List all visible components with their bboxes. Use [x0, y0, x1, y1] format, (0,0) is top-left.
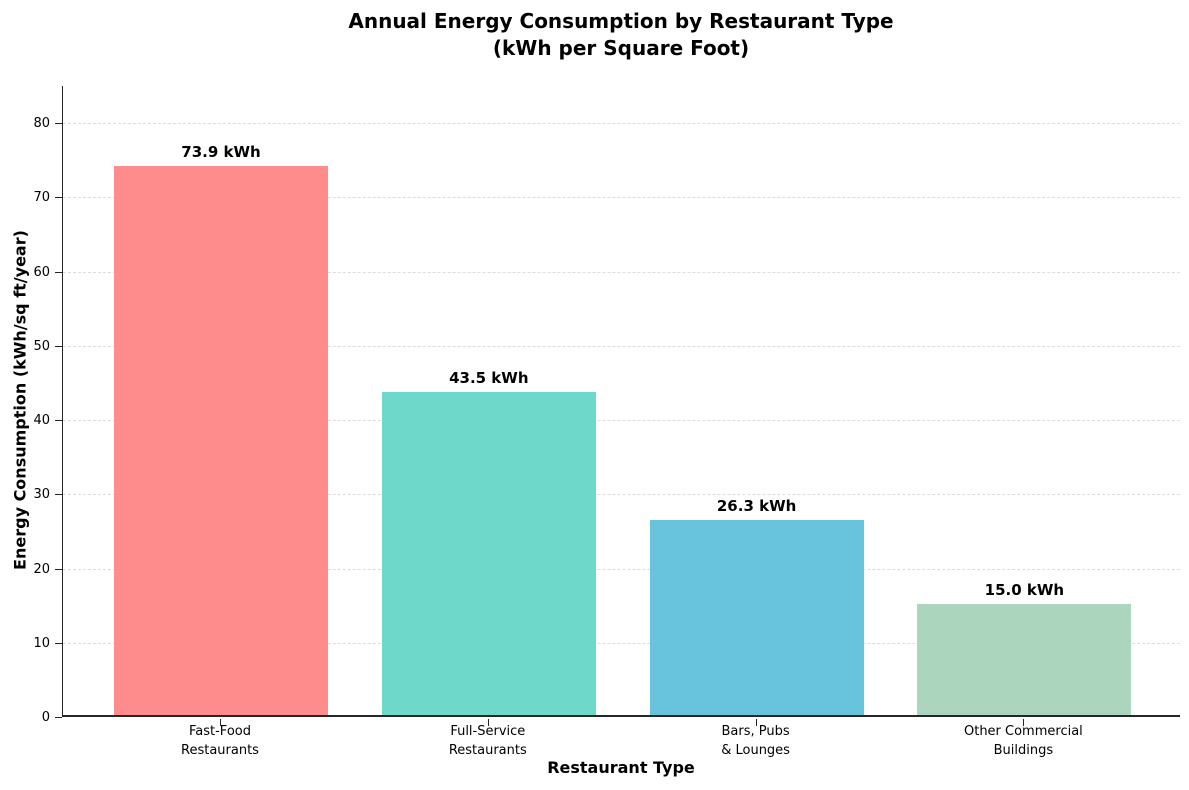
x-tick-mark-2: [755, 719, 757, 726]
y-tick-label-20: 20: [33, 561, 50, 577]
gridline-10: [63, 642, 1180, 644]
y-tick-mark-80: [55, 123, 62, 125]
y-tick-mark-30: [55, 494, 62, 496]
gridline-20: [63, 568, 1180, 570]
bar-3: [917, 603, 1132, 715]
bar-value-label-0: 73.9 kWh: [181, 143, 261, 162]
x-tick-label-line: & Lounges: [721, 743, 790, 758]
y-tick-label-50: 50: [33, 338, 50, 354]
y-tick-mark-60: [55, 271, 62, 273]
y-tick-mark-50: [55, 345, 62, 347]
y-tick-mark-40: [55, 420, 62, 422]
y-tick-label-10: 10: [33, 635, 50, 651]
x-axis-title: Restaurant Type: [547, 758, 695, 777]
y-tick-label-40: 40: [33, 413, 50, 429]
x-tick-label-line: Full-Service: [450, 724, 526, 739]
gridline-60: [63, 271, 1180, 273]
x-tick-label-line: Restaurants: [181, 743, 259, 758]
gridline-80: [63, 123, 1180, 125]
x-tick-label-2: Bars, Pubs & Lounges: [646, 722, 866, 760]
y-tick-label-80: 80: [33, 116, 50, 132]
y-tick-label-0: 0: [41, 710, 50, 725]
x-tick-label-3: Other Commercial Buildings: [913, 722, 1133, 760]
bar-1: [381, 392, 596, 715]
bar-2: [649, 519, 864, 715]
bar-value-label-3: 15.0 kWh: [984, 580, 1065, 599]
y-tick-mark-20: [55, 568, 62, 570]
x-tick-label-line: Bars, Pubs: [721, 724, 790, 739]
gridline-30: [63, 494, 1180, 496]
y-axis-title: Energy Consumption (kWh/sq ft/year): [10, 230, 30, 570]
y-tick-mark-0: [55, 717, 62, 718]
gridline-40: [63, 420, 1180, 422]
x-tick-mark-0: [220, 719, 221, 726]
gridline-50: [63, 345, 1180, 347]
bar-0: [114, 166, 328, 715]
chart-title-line2: (kWh per Square Foot): [492, 36, 750, 60]
chart-title: Annual Energy Consumption by Restaurant …: [62, 8, 1180, 62]
y-tick-label-60: 60: [33, 264, 50, 280]
x-tick-label-0: Fast-Food Restaurants: [110, 722, 330, 760]
y-tick-mark-70: [55, 197, 62, 199]
chart-title-line1: Annual Energy Consumption by Restaurant …: [348, 9, 894, 33]
y-tick-label-70: 70: [33, 190, 50, 206]
bar-value-label-1: 43.5 kWh: [449, 369, 529, 388]
x-tick-label-line: Restaurants: [448, 743, 527, 758]
x-tick-label-line: Other Commercial: [963, 724, 1083, 739]
x-tick-label-line: Fast-Food: [189, 724, 251, 739]
x-tick-mark-3: [1023, 719, 1025, 726]
plot-area: 73.9 kWh 43.5 kWh 26.3 kWh 15.0 kWh: [62, 86, 1180, 717]
gridline-70: [63, 197, 1180, 199]
y-tick-label-30: 30: [33, 487, 50, 503]
x-tick-mark-1: [487, 719, 489, 726]
x-tick-label-1: Full-Service Restaurants: [378, 722, 598, 760]
x-tick-label-line: Buildings: [993, 743, 1054, 758]
y-tick-mark-10: [55, 642, 62, 644]
bar-value-label-2: 26.3 kWh: [716, 496, 797, 515]
